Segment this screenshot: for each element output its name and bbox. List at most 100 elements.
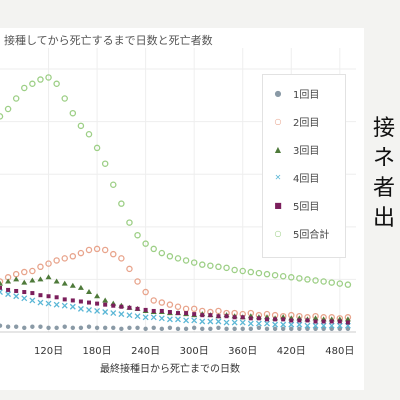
- data-point: [176, 311, 180, 316]
- data-point: [85, 246, 93, 254]
- data-point: [337, 319, 342, 324]
- data-point: [255, 269, 263, 277]
- legend-marker-dose1: ●: [274, 88, 282, 98]
- data-point: [119, 304, 124, 309]
- legend-marker-dose2: ○: [274, 116, 282, 126]
- data-point: [54, 295, 59, 300]
- data-point: [150, 297, 157, 304]
- data-point: [118, 255, 125, 262]
- data-point: [118, 311, 125, 318]
- data-point: [191, 325, 197, 330]
- data-point: [345, 320, 350, 325]
- data-point: [103, 302, 108, 307]
- data-point: [101, 246, 109, 254]
- data-point: [175, 316, 181, 323]
- data-point: [69, 253, 77, 260]
- legend-item-dose3: ▲ 3回目: [273, 141, 319, 157]
- data-point: [134, 313, 141, 320]
- data-point: [86, 324, 92, 329]
- data-point: [174, 255, 182, 262]
- legend-marker-dose4: ✕: [274, 172, 282, 182]
- data-point: [174, 303, 182, 311]
- data-point: [62, 297, 67, 302]
- data-point: [29, 267, 36, 275]
- data-point: [320, 322, 327, 329]
- x-tick-label: 300日: [180, 346, 209, 357]
- data-point: [215, 307, 222, 315]
- data-point: [102, 297, 109, 303]
- data-point: [126, 312, 133, 319]
- legend-label-dose2: 2回目: [293, 117, 320, 129]
- data-point: [38, 293, 43, 298]
- data-point: [143, 307, 148, 312]
- data-point: [313, 319, 318, 324]
- data-point: [0, 289, 3, 295]
- data-point: [37, 276, 44, 282]
- data-point: [37, 76, 44, 83]
- data-point: [231, 266, 238, 274]
- data-point: [200, 313, 205, 318]
- data-point: [207, 262, 214, 269]
- data-point: [191, 317, 198, 324]
- data-point: [166, 253, 174, 260]
- side-caption-text: 接ネ者出: [373, 116, 396, 231]
- data-point: [94, 308, 101, 314]
- legend-label-dose3: 3回目: [293, 145, 320, 157]
- data-point: [102, 309, 109, 315]
- data-point: [94, 293, 101, 299]
- data-point: [207, 318, 214, 325]
- data-point: [208, 313, 213, 318]
- series-6: [0, 74, 352, 288]
- data-point: [126, 219, 133, 226]
- data-point: [142, 240, 149, 247]
- data-point: [29, 277, 36, 283]
- data-point: [22, 290, 27, 295]
- data-point: [142, 288, 149, 296]
- data-point: [151, 308, 156, 313]
- data-point: [313, 326, 318, 332]
- data-point: [224, 326, 229, 332]
- legend-label-dose5: 5回目: [293, 201, 320, 213]
- data-point: [223, 264, 230, 272]
- x-tick-label: 240日: [131, 346, 160, 357]
- data-point: [110, 181, 117, 188]
- data-point: [126, 265, 133, 273]
- legend-item-dose4: ✕ 4回目: [273, 169, 320, 185]
- data-point: [328, 279, 335, 286]
- data-point: [37, 299, 44, 306]
- data-point: [288, 274, 295, 281]
- data-point: [127, 305, 132, 310]
- legend-marker-dose3: ▲: [274, 144, 282, 154]
- data-point: [61, 95, 68, 102]
- data-point: [223, 319, 230, 326]
- data-point: [77, 122, 85, 130]
- data-point: [0, 278, 4, 285]
- data-point: [183, 317, 190, 324]
- data-point: [143, 326, 148, 332]
- x-tick-label: 420日: [277, 346, 306, 357]
- data-point: [231, 319, 238, 326]
- data-point: [118, 200, 125, 207]
- data-point: [135, 306, 140, 311]
- data-point: [199, 261, 206, 268]
- data-point: [86, 306, 92, 313]
- data-point: [37, 263, 44, 271]
- data-point: [12, 95, 20, 102]
- data-point: [263, 270, 271, 278]
- x-axis-label: 最終接種日から死亡までの日数: [100, 362, 240, 375]
- data-point: [45, 274, 52, 280]
- data-point: [13, 276, 20, 282]
- data-point: [5, 324, 11, 329]
- data-point: [336, 280, 344, 287]
- x-tick-label: 180日: [83, 346, 112, 357]
- data-point: [271, 271, 279, 279]
- data-point: [159, 326, 165, 332]
- data-point: [247, 268, 255, 276]
- data-point: [329, 319, 334, 324]
- data-point: [13, 293, 20, 300]
- data-point: [312, 322, 319, 329]
- data-point: [54, 325, 59, 330]
- legend-label-dose1: 1回目: [293, 89, 320, 101]
- data-point: [175, 326, 181, 332]
- data-point: [14, 288, 19, 293]
